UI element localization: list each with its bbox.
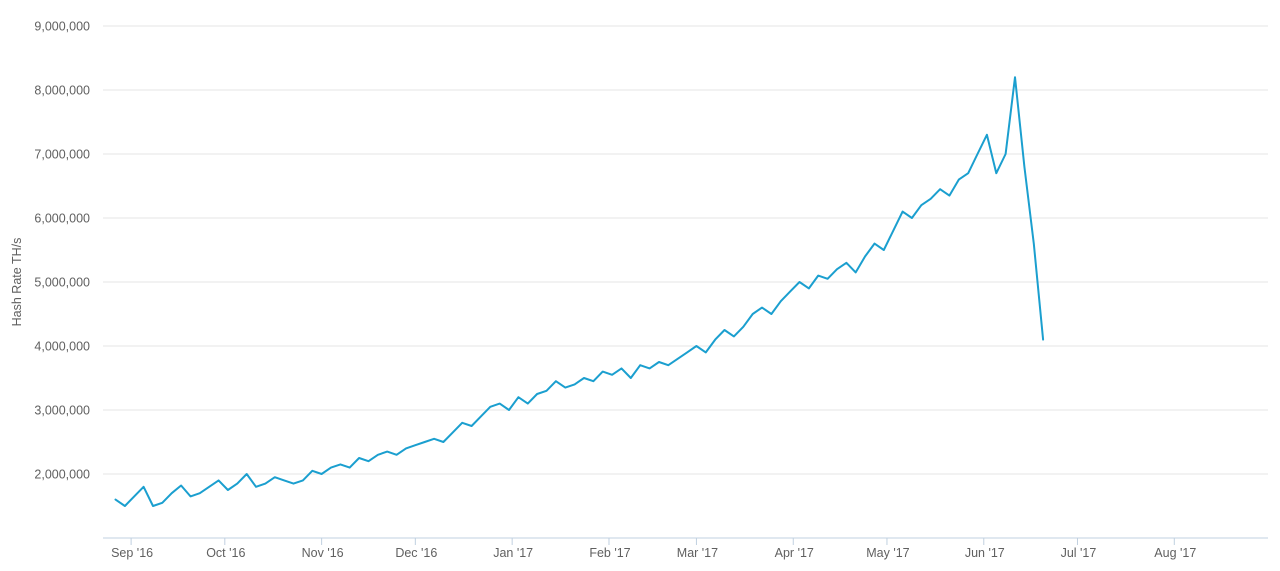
y-axis-labels: 2,000,000 3,000,000 4,000,000 5,000,000 6,00…	[34, 20, 90, 482]
x-tick-label: Apr '17	[775, 546, 814, 560]
gridlines	[103, 25, 1268, 475]
x-tick-label: Jul '17	[1061, 546, 1097, 560]
x-tick-label: May '17	[866, 546, 909, 560]
y-tick-label: 2,000,000	[34, 468, 90, 482]
x-axis-ticks	[130, 538, 1175, 545]
x-tick-label: Jun '17	[965, 546, 1005, 560]
y-tick-label: 4,000,000	[34, 340, 90, 354]
y-tick-label: 5,000,000	[34, 276, 90, 290]
y-tick-label: 7,000,000	[34, 148, 90, 162]
x-tick-label: Nov '16	[302, 546, 344, 560]
y-tick-label: 8,000,000	[34, 84, 90, 98]
x-tick-label: Mar '17	[677, 546, 718, 560]
y-tick-label: 6,000,000	[34, 212, 90, 226]
x-tick-label: Jan '17	[493, 546, 533, 560]
x-tick-label: Oct '16	[206, 546, 245, 560]
x-tick-label: Dec '16	[395, 546, 437, 560]
y-axis-title: Hash Rate TH/s	[10, 238, 24, 327]
x-tick-label: Aug '17	[1154, 546, 1196, 560]
hash-rate-series-line	[114, 76, 1045, 507]
x-tick-label: Sep '16	[111, 546, 153, 560]
x-tick-label: Feb '17	[589, 546, 630, 560]
y-tick-label: 3,000,000	[34, 404, 90, 418]
y-tick-label: 9,000,000	[34, 20, 90, 34]
x-axis-labels: Sep '16 Oct '16 Nov '16 Dec '16 Jan '17 Feb '…	[111, 546, 1196, 560]
